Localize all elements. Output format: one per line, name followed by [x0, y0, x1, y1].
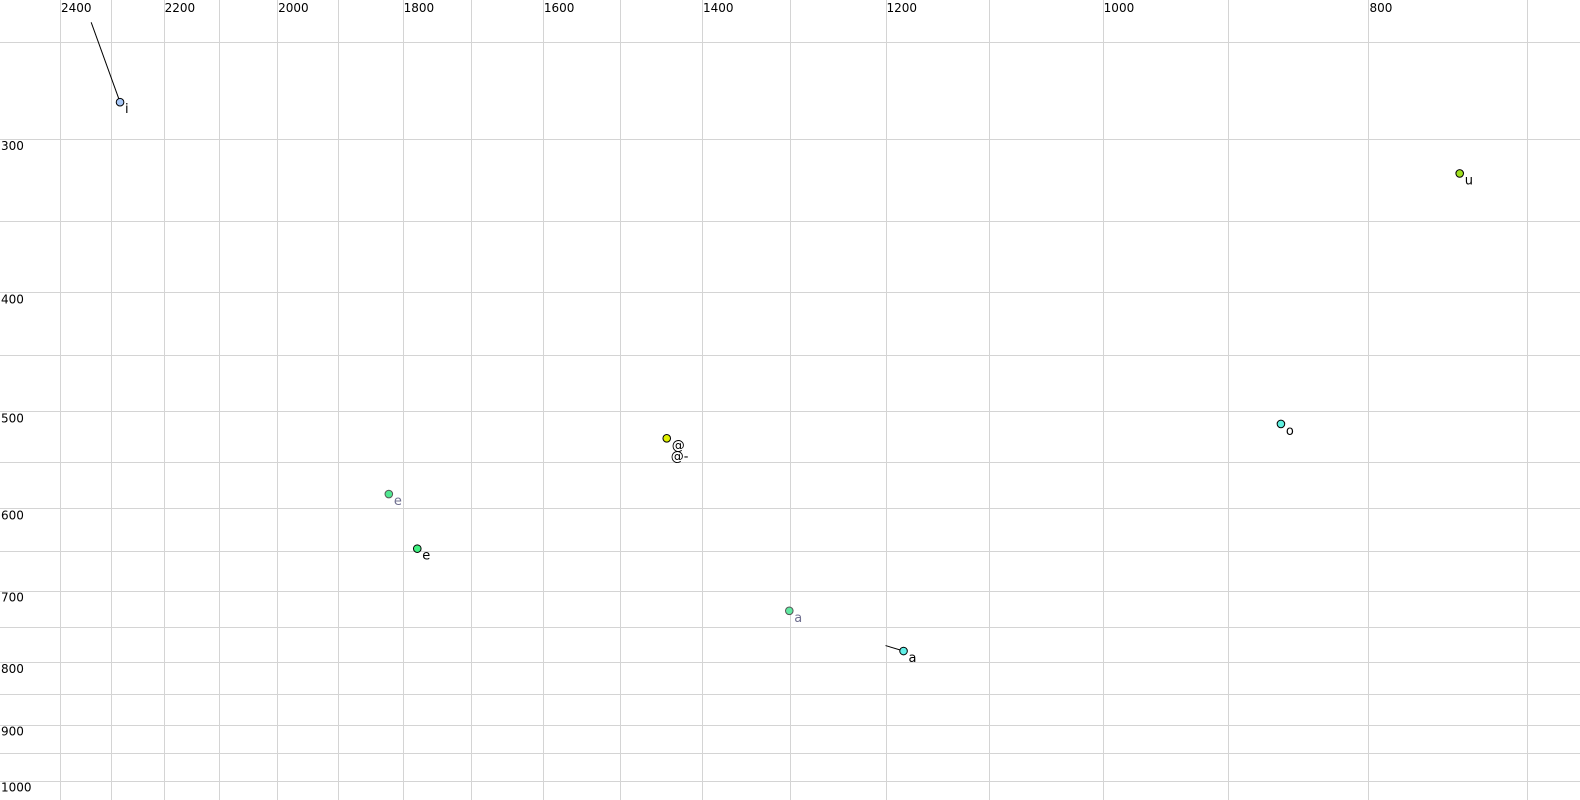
vowel-point	[1455, 169, 1464, 178]
vowel-point	[115, 97, 125, 107]
y-tick-label: 500	[1, 411, 24, 425]
x-tick-label: 2400	[61, 1, 92, 15]
x-tick-label: 1200	[887, 1, 918, 15]
y-tick-label: 700	[1, 591, 24, 605]
vowel-point	[899, 646, 908, 656]
x-tick-label: 1400	[703, 1, 734, 15]
vowel-label: @	[672, 438, 685, 453]
vowel-label: e	[422, 549, 430, 564]
x-tick-label: 1600	[544, 1, 575, 15]
vowel-label: e	[394, 494, 402, 509]
y-tick-label: 600	[1, 508, 24, 522]
trajectory-line	[90, 22, 121, 103]
x-tick-label: 1800	[404, 1, 435, 15]
vowel-label: a	[909, 651, 917, 666]
y-tick-label: 400	[1, 292, 24, 306]
data-points: i u o @@- e e a a	[90, 22, 1473, 666]
vowel-label: @-	[671, 449, 689, 464]
vowel-label: o	[1286, 424, 1294, 439]
vowel-label: i	[125, 102, 129, 117]
x-tick-label: 1000	[1104, 1, 1135, 15]
y-tick-label: 800	[1, 662, 24, 676]
x-tick-label: 2200	[165, 1, 196, 15]
y-tick-label: 900	[1, 725, 24, 739]
x-tick-label: 2000	[278, 1, 309, 15]
x-tick-label: 800	[1369, 1, 1392, 15]
vowel-label: u	[1465, 173, 1473, 188]
y-tick-label: 1000	[1, 781, 32, 795]
vowel-point	[662, 433, 672, 443]
vowel-point	[412, 544, 422, 553]
vowel-label: a	[794, 611, 802, 626]
y-tick-label: 300	[1, 139, 24, 153]
tick-labels: 2400 2200 2000 1800 1600 1400 1200 1000 800 300 40…	[1, 1, 1392, 795]
vowel-point	[784, 606, 794, 616]
vowel-point	[384, 489, 394, 499]
vowel-point	[1276, 419, 1286, 429]
